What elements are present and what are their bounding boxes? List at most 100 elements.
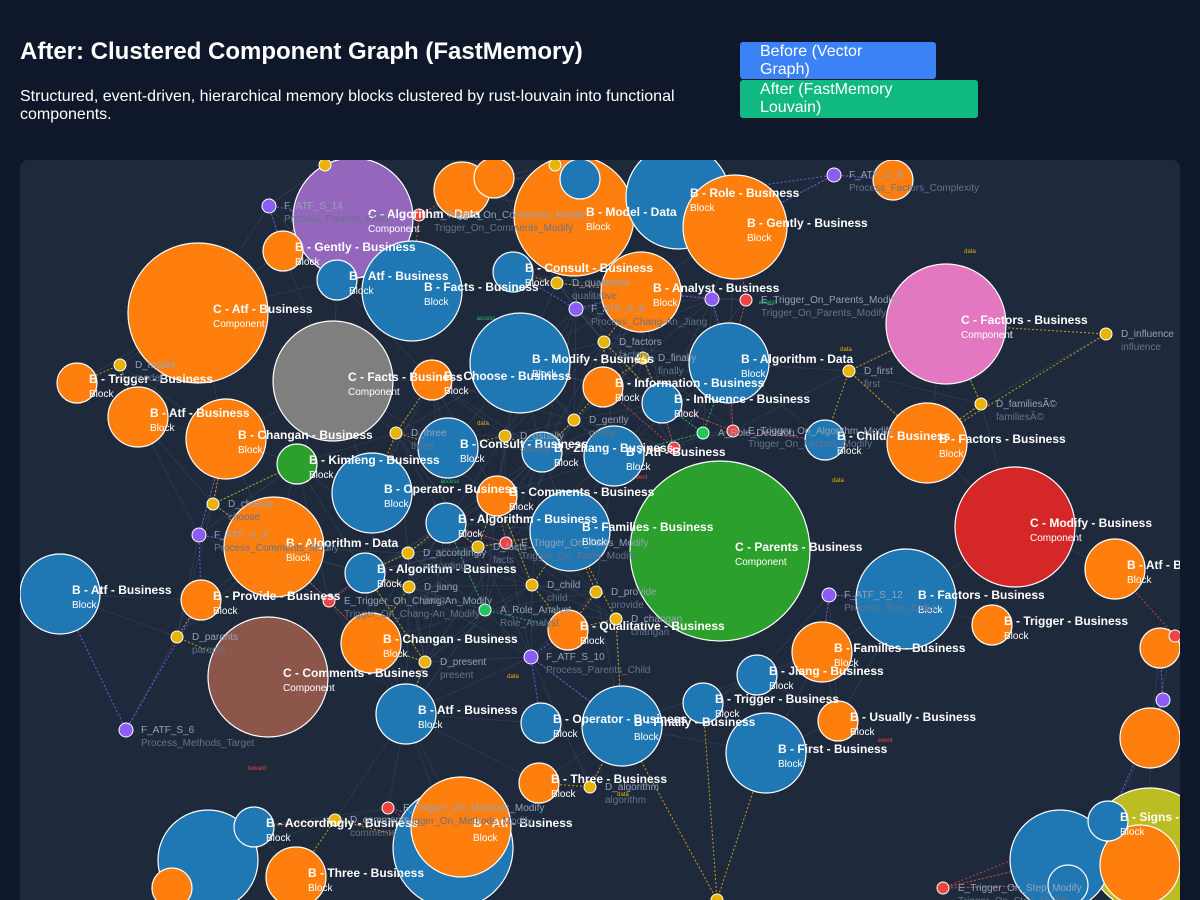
block-node[interactable]	[1099, 824, 1180, 900]
block-node[interactable]	[581, 685, 663, 767]
graph-small-node[interactable]	[412, 208, 426, 222]
block-node[interactable]	[180, 579, 222, 621]
block-node[interactable]	[855, 548, 957, 650]
graph-small-node[interactable]	[826, 167, 842, 183]
block-node[interactable]	[521, 431, 563, 473]
block-node[interactable]	[375, 683, 437, 745]
graph-small-node[interactable]	[191, 527, 207, 543]
block-node[interactable]	[233, 806, 275, 848]
block-node[interactable]	[725, 712, 807, 794]
block-node[interactable]	[425, 502, 467, 544]
block-node[interactable]	[971, 604, 1013, 646]
block-node[interactable]	[886, 402, 968, 484]
graph-small-node[interactable]	[381, 801, 395, 815]
graph-small-node[interactable]	[710, 893, 724, 900]
graph-small-node[interactable]	[401, 546, 415, 560]
graph-small-node[interactable]	[322, 594, 336, 608]
component-node[interactable]	[885, 263, 1007, 385]
graph-small-node[interactable]	[418, 655, 432, 669]
graph-small-node[interactable]	[498, 429, 512, 443]
block-node[interactable]	[682, 682, 724, 724]
graph-small-node[interactable]	[1155, 692, 1171, 708]
block-node[interactable]	[583, 425, 645, 487]
after-fastmemory-louvain-button[interactable]: After (FastMemory Louvain)	[740, 80, 978, 118]
graph-small-node[interactable]	[389, 426, 403, 440]
graph-small-node[interactable]	[667, 441, 681, 455]
block-node[interactable]	[417, 417, 479, 479]
graph-small-node[interactable]	[550, 276, 564, 290]
graph-small-node[interactable]	[597, 335, 611, 349]
block-node[interactable]	[107, 386, 169, 448]
graph-small-node[interactable]	[113, 358, 127, 372]
block-node[interactable]	[582, 366, 624, 408]
graph-small-node[interactable]	[471, 540, 485, 554]
graph-small-node[interactable]	[936, 881, 950, 895]
block-node[interactable]	[56, 362, 98, 404]
graph-small-node[interactable]	[974, 397, 988, 411]
graph-panel[interactable]: data data data data data data access access acce…	[20, 160, 1180, 900]
graph-small-node[interactable]	[1099, 327, 1113, 341]
component-node[interactable]	[272, 320, 394, 442]
before-vector-graph-button[interactable]: Before (Vector Graph)	[740, 42, 936, 79]
block-node[interactable]	[473, 160, 515, 199]
block-node[interactable]	[185, 398, 267, 480]
block-node[interactable]	[20, 553, 101, 635]
component-node[interactable]	[629, 460, 811, 642]
block-node[interactable]	[529, 490, 611, 572]
block-node[interactable]	[1047, 864, 1089, 900]
graph-small-node[interactable]	[696, 426, 710, 440]
block-node[interactable]	[791, 621, 853, 683]
component-node[interactable]	[954, 466, 1076, 588]
graph-small-node[interactable]	[583, 780, 597, 794]
graph-small-node[interactable]	[499, 536, 513, 550]
block-node[interactable]	[559, 160, 601, 200]
graph-small-node[interactable]	[636, 351, 650, 365]
graph-small-node[interactable]	[318, 160, 332, 172]
graph-small-node[interactable]	[1168, 629, 1180, 643]
graph-small-node[interactable]	[589, 585, 603, 599]
graph-small-node[interactable]	[328, 813, 342, 827]
block-node[interactable]	[518, 762, 560, 804]
block-node[interactable]	[872, 160, 914, 201]
block-node[interactable]	[331, 452, 413, 534]
block-node[interactable]	[265, 846, 327, 900]
graph-small-node[interactable]	[478, 603, 492, 617]
graph-small-node[interactable]	[567, 413, 581, 427]
block-node[interactable]	[410, 776, 512, 878]
graph-small-node[interactable]	[568, 301, 584, 317]
block-node[interactable]	[344, 552, 386, 594]
graph-small-node[interactable]	[402, 580, 416, 594]
block-node[interactable]	[600, 251, 682, 333]
graph-small-node[interactable]	[726, 424, 740, 438]
block-node[interactable]	[1087, 800, 1129, 842]
block-node[interactable]	[316, 259, 358, 301]
block-node[interactable]	[262, 230, 304, 272]
block-node[interactable]	[682, 174, 788, 280]
graph-small-node[interactable]	[548, 160, 562, 172]
block-node[interactable]	[641, 382, 683, 424]
graph-small-node[interactable]	[170, 630, 184, 644]
block-node[interactable]	[469, 312, 571, 414]
graph-small-node[interactable]	[821, 587, 837, 603]
block-node[interactable]	[736, 654, 778, 696]
graph-small-node[interactable]	[842, 364, 856, 378]
block-node[interactable]	[520, 702, 562, 744]
graph-small-node[interactable]	[118, 722, 134, 738]
block-node[interactable]	[804, 419, 846, 461]
block-node[interactable]	[817, 700, 859, 742]
graph-small-node[interactable]	[609, 612, 623, 626]
block-node[interactable]	[1084, 538, 1146, 600]
block-node[interactable]	[411, 359, 453, 401]
block-node[interactable]	[688, 322, 770, 404]
block-node[interactable]	[223, 496, 325, 598]
block-node[interactable]	[276, 443, 318, 485]
block-node[interactable]	[492, 251, 534, 293]
graph-small-node[interactable]	[261, 198, 277, 214]
graph-small-node[interactable]	[704, 291, 720, 307]
component-node[interactable]	[207, 616, 329, 738]
block-node[interactable]	[151, 867, 193, 900]
graph-small-node[interactable]	[739, 293, 753, 307]
component-node[interactable]	[127, 242, 269, 384]
graph-small-node[interactable]	[525, 578, 539, 592]
block-node[interactable]	[476, 475, 518, 517]
